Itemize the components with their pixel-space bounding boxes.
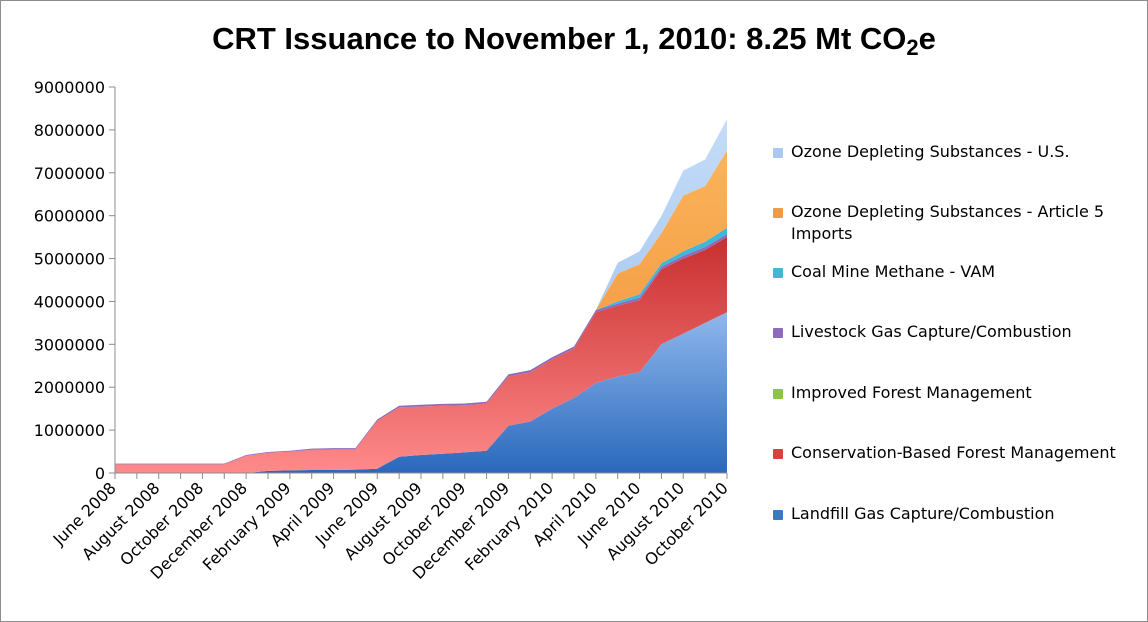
legend-swatch [773, 328, 783, 338]
legend-label: Livestock Gas Capture/Combustion [791, 322, 1072, 341]
legend-label: Coal Mine Methane - VAM [791, 262, 996, 281]
chart-title-tail: e [918, 21, 936, 56]
area-layer [115, 119, 727, 473]
y-tick-label: 7000000 [34, 164, 105, 183]
chart-title: CRT Issuance to November 1, 2010: 8.25 M… [1, 21, 1147, 61]
legend-label: Conservation-Based Forest Management [791, 443, 1116, 462]
area-landfill-gas-capture-combustion [115, 312, 727, 473]
area-conservation-based-forest-management [115, 237, 727, 473]
legend-swatch [773, 389, 783, 399]
y-tick-label: 8000000 [34, 121, 105, 140]
y-tick-label: 3000000 [34, 335, 105, 354]
legend-label: Ozone Depleting Substances - U.S. [791, 142, 1070, 161]
legend-label: Ozone Depleting Substances - Article 5 I… [791, 202, 1105, 243]
legend-label: Improved Forest Management [791, 383, 1032, 402]
y-tick-label: 2000000 [34, 378, 105, 397]
legend-swatch [773, 510, 783, 520]
y-tick-label: 4000000 [34, 292, 105, 311]
legend-swatch [773, 208, 783, 218]
legend-label: Landfill Gas Capture/Combustion [791, 504, 1055, 523]
y-tick-label: 1000000 [34, 421, 105, 440]
area-ozone-depleting-substances-u-s [115, 119, 727, 464]
legend-swatch [773, 268, 783, 278]
y-tick-label: 6000000 [34, 207, 105, 226]
chart-title-subscript: 2 [906, 35, 919, 60]
chart-title-main: CRT Issuance to November 1, 2010: 8.25 M… [212, 21, 907, 56]
y-tick-label: 5000000 [34, 250, 105, 269]
legend-swatch [773, 148, 783, 158]
legend-swatch [773, 449, 783, 459]
y-tick-label: 0 [95, 464, 105, 483]
y-tick-label: 9000000 [34, 78, 105, 97]
